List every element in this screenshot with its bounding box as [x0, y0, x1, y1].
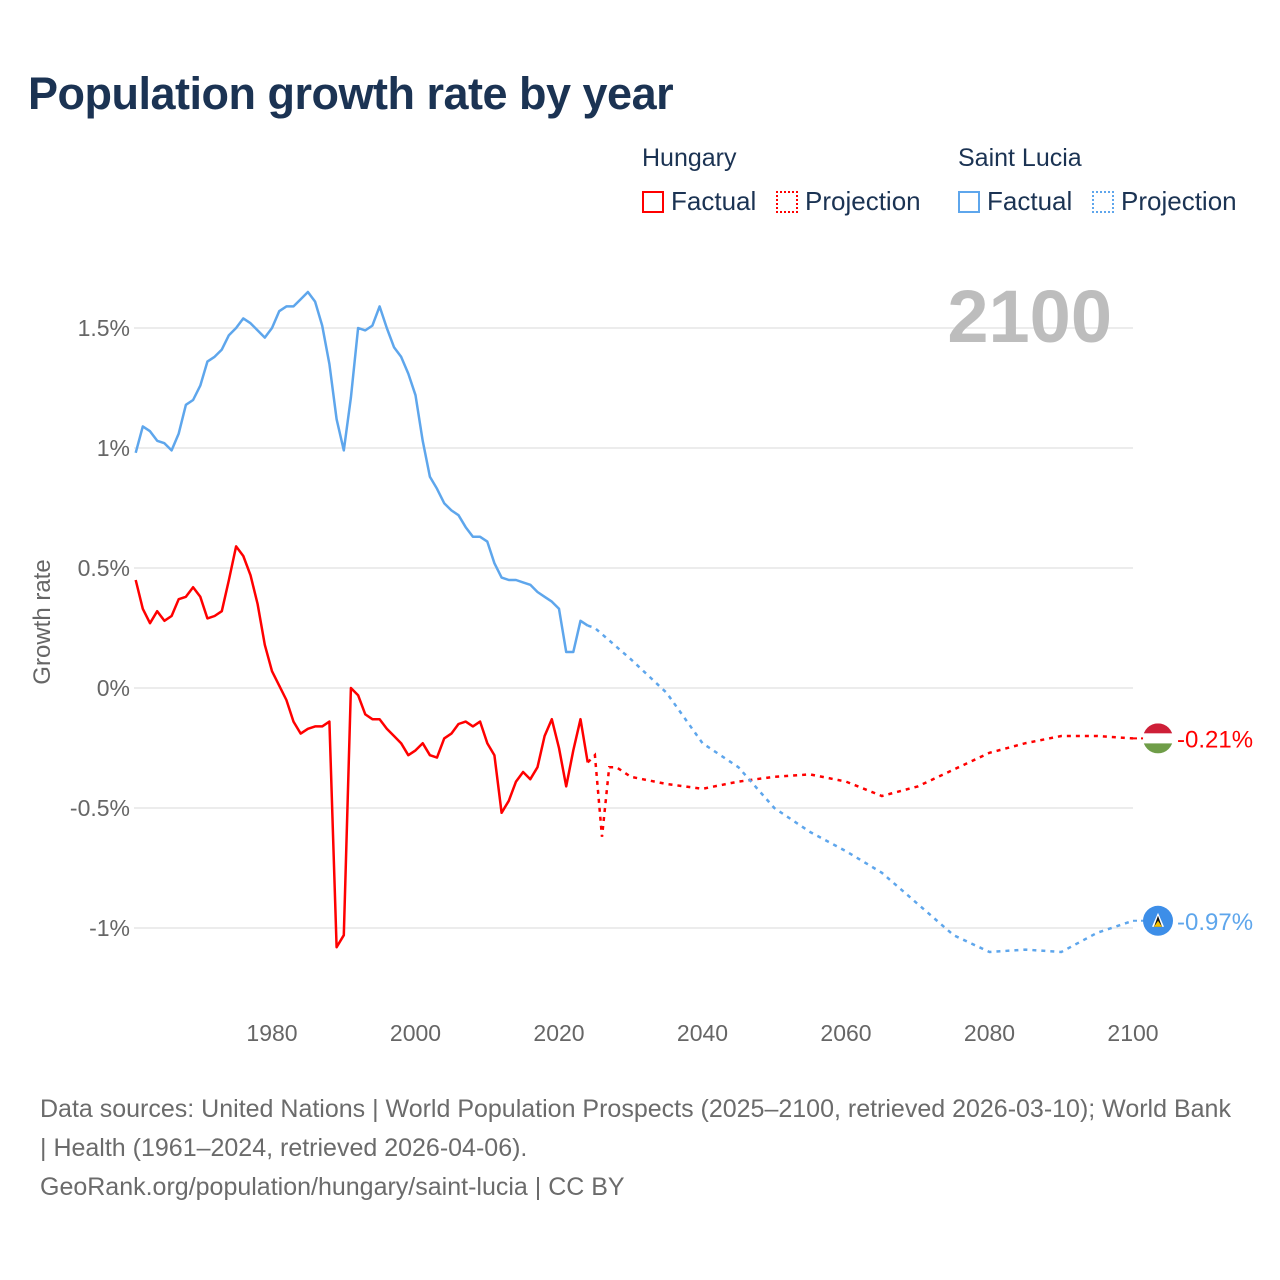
- y-tick-label: 1%: [97, 435, 130, 461]
- x-tick-label: 1980: [246, 1020, 297, 1046]
- saint-lucia-factual-line: [134, 290, 589, 654]
- x-tick-label: 2040: [677, 1020, 728, 1046]
- solid-swatch-icon: [958, 190, 980, 213]
- hungary-projection-line: [586, 734, 1134, 837]
- x-tick-label: 2000: [390, 1020, 441, 1046]
- x-tick-label: 2100: [1107, 1020, 1158, 1046]
- legend-hungary-factual[interactable]: Factual: [642, 186, 756, 217]
- y-tick-label: -0.5%: [70, 795, 130, 821]
- dotted-swatch-icon: [776, 190, 798, 213]
- hungary-flag-icon: [1143, 723, 1173, 754]
- flag-stripe-red: [1143, 723, 1173, 734]
- credit-link[interactable]: GeoRank.org/population/hungary/saint-luc…: [40, 1173, 625, 1201]
- legend-group-hungary: Hungary: [642, 144, 737, 172]
- legend-label: Factual: [671, 186, 757, 216]
- dotted-swatch-icon: [1092, 190, 1114, 213]
- legend-label: Projection: [805, 186, 921, 216]
- solid-swatch-icon: [642, 190, 664, 213]
- y-tick-label: -1%: [89, 915, 130, 941]
- saint-lucia-flag-icon: [1143, 905, 1173, 936]
- legend-hungary-projection[interactable]: Projection: [776, 186, 921, 217]
- flag-stripe-green: [1143, 743, 1173, 754]
- flag-stripes: [1143, 723, 1173, 754]
- legend-label: Factual: [987, 186, 1073, 216]
- year-label: 2100: [947, 275, 1112, 358]
- flag-triangle-gold: [1154, 920, 1162, 927]
- flag-stripe-white: [1143, 733, 1173, 744]
- hungary-factual-line: [134, 545, 589, 949]
- footer: Data sources: United Nations | World Pop…: [40, 1090, 1240, 1207]
- legend-saint-lucia-factual[interactable]: Factual: [958, 186, 1072, 217]
- y-tick-label: 1.5%: [78, 315, 130, 341]
- legend-saint-lucia-projection[interactable]: Projection: [1092, 186, 1237, 217]
- x-tick-label: 2020: [533, 1020, 584, 1046]
- saint-lucia-projection-line: [587, 624, 1134, 954]
- x-tick-label: 2080: [964, 1020, 1015, 1046]
- y-tick-label: 0.5%: [78, 555, 130, 581]
- legend-label: Projection: [1121, 186, 1237, 216]
- x-tick-label: 2060: [820, 1020, 871, 1046]
- y-axis-label: Growth rate: [29, 559, 56, 684]
- chart-title: Population growth rate by year: [28, 68, 674, 119]
- hungary-end-label: -0.21%: [1177, 726, 1253, 753]
- y-tick-label: 0%: [97, 675, 130, 701]
- legend-group-saint-lucia: Saint Lucia: [958, 144, 1082, 172]
- saint-lucia-end-label: -0.97%: [1177, 909, 1253, 936]
- data-sources: Data sources: United Nations | World Pop…: [40, 1095, 1231, 1162]
